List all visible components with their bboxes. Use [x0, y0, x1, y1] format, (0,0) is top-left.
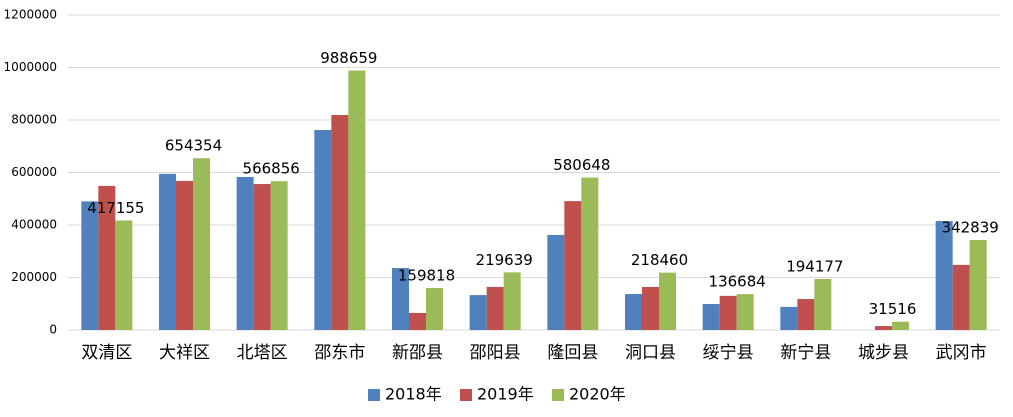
bar: [702, 304, 720, 330]
legend-label: 2019年: [477, 385, 534, 404]
data-label: 580648: [553, 156, 610, 174]
bar: [969, 240, 987, 330]
bar: [642, 286, 659, 330]
data-label: 136684: [709, 273, 766, 291]
legend-swatch: [368, 389, 380, 401]
bar: [780, 306, 798, 330]
x-tick-label: 武冈市: [936, 343, 987, 363]
data-label: 159818: [398, 267, 455, 285]
bar: [253, 184, 271, 330]
bar: [503, 272, 521, 330]
y-tick-label: 400000: [11, 218, 57, 232]
x-tick-label: 大祥区: [159, 343, 210, 363]
bar: [469, 295, 487, 330]
x-tick-label: 绥宁县: [703, 343, 754, 363]
data-label: 219639: [476, 251, 533, 269]
bar: [314, 129, 332, 330]
bar: [892, 321, 909, 330]
bar: [159, 173, 176, 330]
x-tick-label: 邵阳县: [470, 343, 521, 363]
bar: [115, 220, 133, 330]
data-label: 417155: [87, 199, 144, 217]
x-tick-label: 北塔区: [237, 343, 288, 363]
bar: [331, 115, 349, 330]
x-tick-label: 双清区: [81, 343, 132, 363]
bar: [193, 158, 210, 330]
x-tick-label: 邵东市: [314, 343, 365, 363]
bar: [625, 294, 642, 330]
bar: [935, 221, 953, 330]
y-tick-label: 1200000: [4, 8, 57, 22]
x-tick-label: 新宁县: [780, 343, 831, 363]
x-tick-label: 城步县: [858, 343, 909, 363]
bar: [176, 180, 193, 330]
bar: [797, 299, 815, 330]
y-tick-label: 600000: [11, 165, 57, 179]
legend-swatch: [460, 389, 472, 401]
bar: [426, 288, 443, 330]
bar: [392, 268, 409, 330]
bar: [719, 295, 737, 330]
y-tick-label: 0: [49, 323, 57, 337]
bar: [875, 326, 892, 330]
bar: [659, 272, 676, 330]
bar: [581, 177, 599, 330]
bar: [736, 294, 754, 330]
data-label: 988659: [320, 49, 377, 67]
legend-label: 2020年: [569, 385, 626, 404]
x-tick-label: 新邵县: [392, 343, 443, 363]
x-tick-label: 洞口县: [625, 343, 676, 363]
x-tick-label: 隆回县: [547, 343, 598, 363]
data-label: 342839: [942, 219, 999, 237]
bar: [236, 176, 254, 330]
bar: [270, 181, 288, 330]
bar: [547, 234, 565, 330]
data-label: 31516: [869, 300, 917, 318]
data-label: 218460: [631, 251, 688, 269]
bar: [814, 279, 832, 330]
data-label: 194177: [786, 258, 843, 276]
y-tick-label: 200000: [11, 270, 57, 284]
bar: [952, 264, 970, 330]
bar: [409, 312, 426, 330]
bar: [564, 201, 582, 330]
y-tick-label: 1000000: [4, 60, 57, 74]
data-label: 566856: [243, 160, 300, 178]
bar: [486, 286, 504, 330]
data-label: 654354: [165, 137, 222, 155]
legend-label: 2018年: [385, 385, 442, 404]
y-tick-label: 800000: [11, 113, 57, 127]
legend-swatch: [552, 389, 564, 401]
bar: [81, 201, 99, 330]
bar: [348, 70, 366, 330]
bar: [98, 185, 116, 330]
